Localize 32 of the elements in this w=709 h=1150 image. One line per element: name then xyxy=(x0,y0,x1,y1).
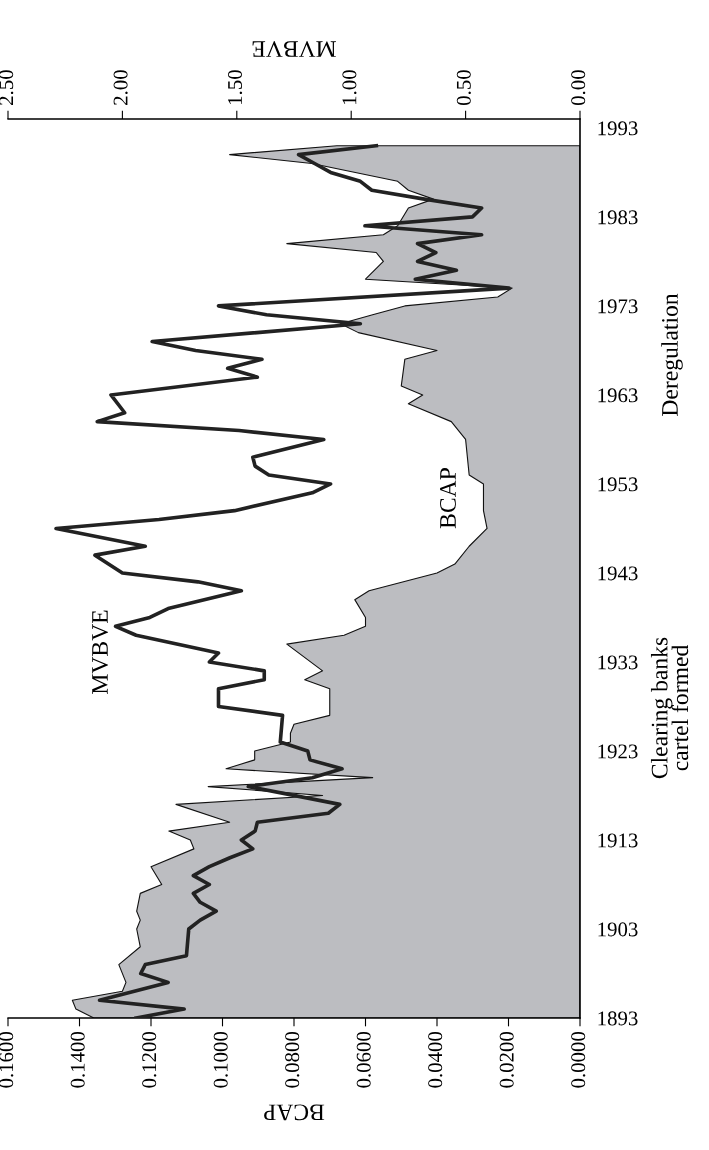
x-tick-label: 0.0800 xyxy=(285,1031,300,1088)
annotation: BCAP xyxy=(440,468,456,529)
x2-tick-label: 2.00 xyxy=(113,70,128,105)
x-tick-label: 0.0200 xyxy=(499,1031,514,1088)
x-tick-label: 0.1200 xyxy=(142,1031,157,1088)
y-tick-label: 1893 xyxy=(598,1011,638,1026)
x-tick-label: 0.0600 xyxy=(356,1031,371,1088)
x-tick-label: 0.0000 xyxy=(571,1031,586,1088)
y-tick-label: 1993 xyxy=(598,121,638,136)
x2-tick-label: 0.50 xyxy=(456,70,471,106)
x-tick-label: 0.0400 xyxy=(428,1031,443,1088)
x2-axis-title: MVBVE xyxy=(252,40,336,57)
y-tick-label: 1943 xyxy=(598,566,638,581)
text: Clearing banks cartel formed xyxy=(650,637,689,779)
y-tick-label: 1933 xyxy=(598,655,638,670)
x2-tick-label: 1.00 xyxy=(342,70,357,104)
y-tick-label: 1953 xyxy=(598,477,638,492)
y-tick-label: 1963 xyxy=(598,388,638,403)
text: Deregulation xyxy=(661,293,683,416)
y-tick-label: 1903 xyxy=(598,922,638,937)
y-tick-label: 1913 xyxy=(598,833,638,848)
y-tick-label: 1983 xyxy=(598,210,638,225)
annotation: MVBVE xyxy=(92,610,109,694)
x2-tick-label: 2.50 xyxy=(0,70,14,105)
x2-tick-label: 0.00 xyxy=(571,70,586,106)
x-tick-label: 0.1600 xyxy=(0,1031,14,1088)
y-tick-label: 1923 xyxy=(598,744,638,759)
y-tick-label: 1973 xyxy=(598,299,638,314)
x-tick-label: 0.1400 xyxy=(70,1031,85,1088)
x-axis-title: BCAP xyxy=(264,1104,325,1121)
x-tick-label: 0.1000 xyxy=(213,1031,228,1088)
x2-tick-label: 1.50 xyxy=(227,70,243,104)
